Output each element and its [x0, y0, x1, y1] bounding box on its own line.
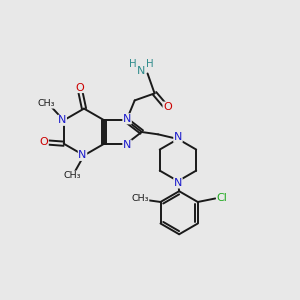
Text: O: O	[163, 102, 172, 112]
Text: N: N	[58, 115, 66, 125]
Text: O: O	[40, 137, 48, 147]
Text: O: O	[75, 82, 84, 92]
Text: H: H	[129, 59, 137, 69]
Text: Cl: Cl	[217, 193, 227, 203]
Text: CH₃: CH₃	[131, 194, 149, 202]
Text: N: N	[78, 150, 87, 161]
Text: N: N	[174, 132, 182, 142]
Text: N: N	[123, 114, 131, 124]
Text: CH₃: CH₃	[38, 99, 56, 108]
Text: N: N	[174, 178, 182, 188]
Text: N: N	[123, 140, 131, 150]
Text: H: H	[146, 59, 154, 69]
Text: N: N	[137, 66, 145, 76]
Text: CH₃: CH₃	[63, 171, 81, 180]
